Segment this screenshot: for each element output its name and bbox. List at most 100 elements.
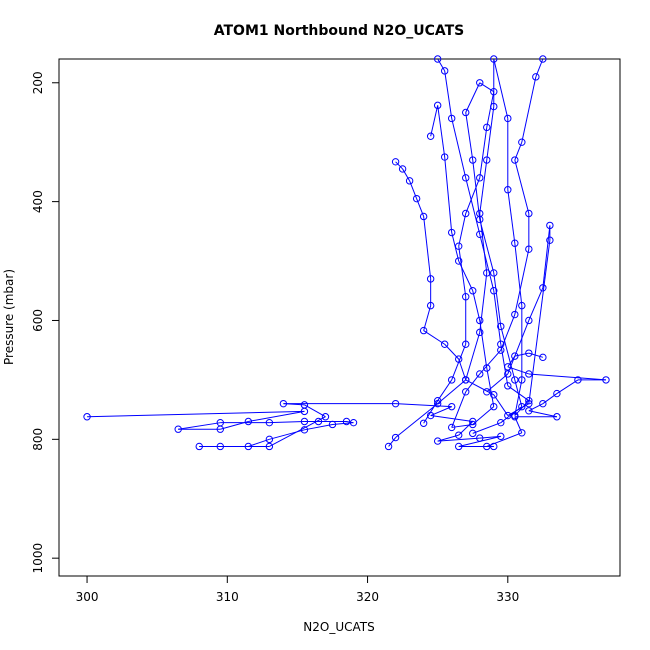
series-segment — [444, 70, 453, 119]
data-point — [483, 388, 491, 396]
series-segment — [479, 82, 495, 93]
series-segment — [514, 249, 530, 315]
data-point — [391, 433, 400, 442]
series-segment — [493, 58, 509, 119]
series-1 — [83, 349, 610, 451]
series-segment — [395, 403, 438, 438]
data-point — [174, 425, 182, 433]
chart-title: ATOM1 Northbound N2O_UCATS — [214, 23, 465, 39]
series-segment — [514, 243, 523, 306]
data-point — [490, 269, 498, 277]
data-point — [462, 340, 470, 348]
data-point — [195, 442, 203, 451]
data-point — [525, 407, 533, 415]
series-segment — [493, 394, 509, 416]
data-point — [455, 257, 463, 265]
data-point — [490, 442, 498, 451]
data-point — [462, 376, 470, 384]
series-segment — [472, 422, 501, 434]
data-point — [476, 370, 484, 378]
series-segment — [486, 91, 495, 128]
data-point — [426, 275, 435, 283]
series-segment — [423, 330, 445, 345]
series-segment — [451, 391, 467, 428]
x-axis-label: N2O_UCATS — [303, 620, 374, 634]
data-point — [532, 73, 540, 81]
series-segment — [556, 379, 579, 394]
series-segment — [479, 159, 488, 214]
series-segment — [304, 423, 333, 431]
data-point — [511, 352, 519, 360]
series-segment — [430, 105, 439, 137]
series-segment — [479, 320, 488, 369]
data-point — [483, 156, 491, 164]
series-segment — [430, 406, 452, 417]
data-point — [539, 353, 547, 362]
data-point — [321, 413, 330, 421]
series-segment — [430, 415, 473, 422]
data-point — [504, 370, 512, 378]
series-segment — [472, 406, 495, 425]
data-point — [476, 215, 484, 224]
series-segment — [493, 272, 502, 327]
data-point — [546, 236, 554, 244]
data-point — [384, 442, 393, 451]
data-point — [244, 417, 253, 426]
data-point — [391, 158, 400, 166]
data-point — [476, 174, 484, 182]
series-segment — [465, 373, 481, 393]
series-segment — [437, 437, 480, 442]
data-point — [539, 399, 547, 408]
data-point — [462, 174, 470, 182]
data-point — [469, 420, 477, 429]
data-point — [497, 418, 505, 427]
series-segment — [269, 429, 305, 440]
x-tick-label: 330 — [496, 590, 519, 604]
series-segment — [178, 422, 221, 430]
data-point — [419, 419, 428, 427]
series-segment — [395, 161, 403, 170]
data-point — [349, 418, 358, 427]
data-point — [497, 322, 505, 331]
data-point — [328, 420, 337, 429]
data-point — [518, 301, 526, 310]
data-point — [490, 391, 498, 399]
series-segment — [528, 403, 544, 412]
series-segment — [500, 326, 516, 381]
data-point — [342, 417, 351, 426]
series-segment — [528, 352, 544, 358]
series-segment — [479, 219, 495, 274]
data-point — [483, 364, 491, 372]
data-point — [279, 399, 288, 408]
data-point — [469, 429, 477, 438]
data-point — [525, 245, 533, 253]
series-segment — [465, 112, 474, 161]
x-tick-label: 320 — [356, 590, 379, 604]
series-segment — [479, 349, 502, 375]
data-point — [433, 396, 442, 405]
series-5 — [419, 79, 526, 438]
data-point — [391, 399, 400, 408]
data-point — [602, 376, 610, 384]
series-segment — [465, 379, 495, 396]
data-point — [525, 209, 533, 218]
series-segment — [472, 290, 481, 321]
data-point — [476, 328, 484, 337]
series-4 — [426, 55, 547, 432]
x-tick-label: 300 — [76, 590, 99, 604]
series-segment — [528, 373, 607, 381]
series-segment — [507, 189, 516, 244]
series-segment — [542, 225, 551, 288]
y-axis: 200 400 600 800 1000 — [31, 71, 60, 573]
series-segment — [437, 379, 453, 401]
data-point — [483, 123, 491, 132]
data-point — [440, 340, 449, 348]
data-point — [518, 138, 526, 146]
series-segment — [528, 410, 557, 418]
data-point — [490, 402, 498, 411]
data-point — [314, 417, 323, 426]
data-point — [525, 349, 533, 357]
series-segment — [479, 234, 495, 291]
data-point — [419, 326, 428, 335]
